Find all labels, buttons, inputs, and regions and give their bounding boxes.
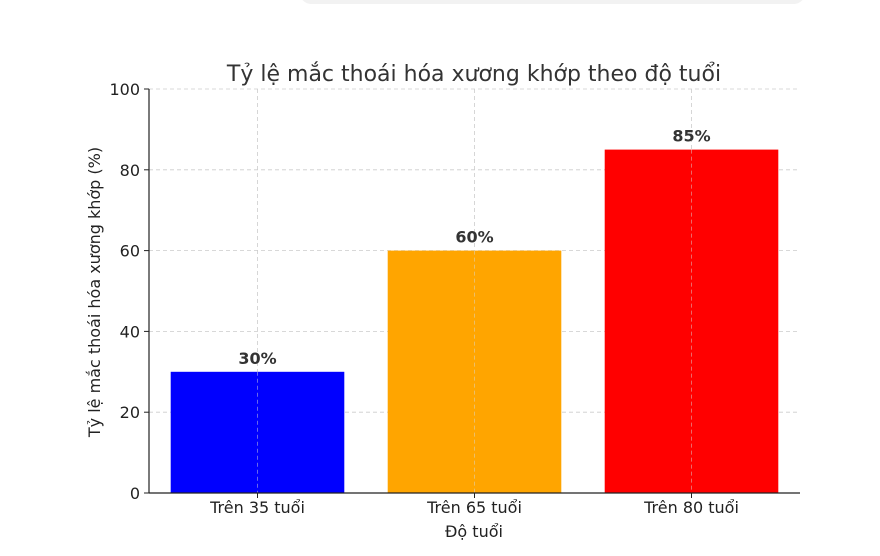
y-tick-label-40: 40 <box>120 322 140 341</box>
y-tick-label-100: 100 <box>109 80 140 99</box>
y-tick-label-80: 80 <box>120 161 140 180</box>
chart-title: Tỷ lệ mắc thoái hóa xương khớp theo độ t… <box>226 62 721 87</box>
x-tick-label-2: Trên 65 tuổi <box>426 498 522 517</box>
top-search-bar <box>300 0 805 4</box>
y-tick-label-0: 0 <box>130 484 140 503</box>
x-axis-label: Độ tuổi <box>445 522 503 541</box>
y-tick-label-60: 60 <box>120 242 140 261</box>
bars <box>170 149 779 493</box>
x-tick-label-1: Trên 35 tuổi <box>209 498 305 517</box>
bar-1 <box>170 371 345 493</box>
x-tick-label-3: Trên 80 tuổi <box>643 498 739 517</box>
y-ticks: 0 20 40 60 80 100 <box>109 80 149 503</box>
x-ticks: Trên 35 tuổi Trên 65 tuổi Trên 80 tuổi <box>209 493 739 517</box>
data-label-1: 30% <box>238 349 276 368</box>
data-labels: 30% 60% 85% <box>238 127 710 368</box>
data-label-2: 60% <box>455 228 493 247</box>
data-label-3: 85% <box>672 127 710 146</box>
y-tick-label-20: 20 <box>120 403 140 422</box>
y-axis-label: Tỷ lệ mắc thoái hóa xương khớp (%) <box>85 147 104 438</box>
